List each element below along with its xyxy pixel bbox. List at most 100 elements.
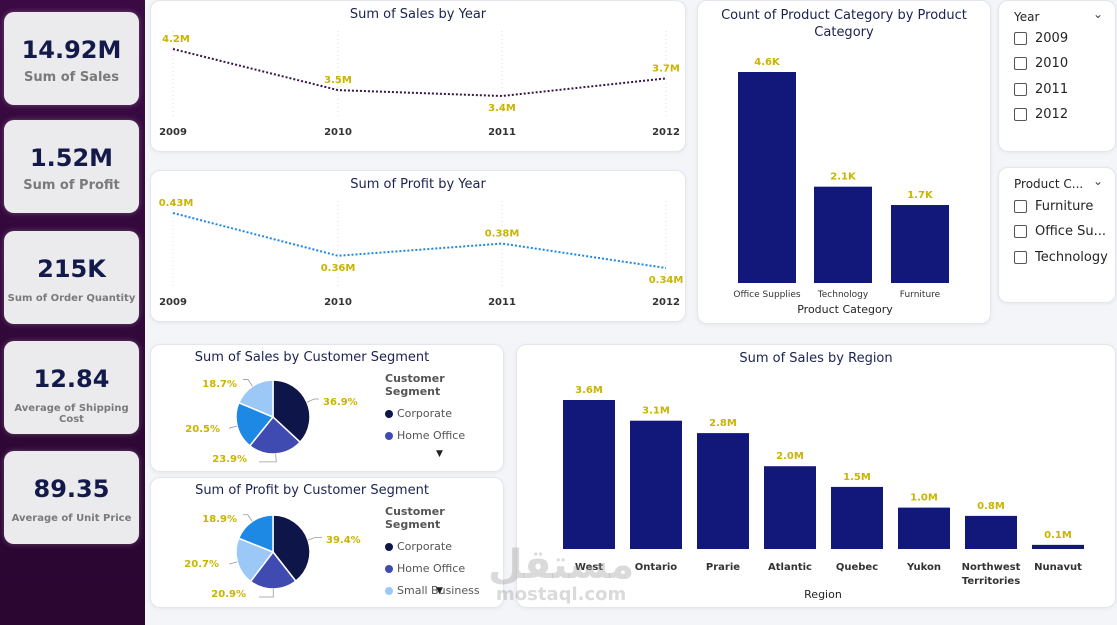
legend-scroll-down-icon[interactable]: ▼ — [436, 586, 443, 596]
data-label: 1.0M — [910, 493, 938, 504]
legend-dot — [385, 564, 393, 573]
bar — [1032, 544, 1084, 549]
left-rail: 14.92M Sum of Sales 1.52M Sum of Profit … — [0, 0, 145, 625]
legend-dot — [385, 542, 393, 551]
checkbox[interactable] — [1014, 83, 1027, 96]
chart-title: Sum of Sales by Customer Segment — [194, 350, 430, 365]
kpi-card-shipping-cost[interactable]: 12.84 Average of Shipping Cost — [4, 341, 139, 434]
legend-item-small-business[interactable]: Small Business — [385, 584, 503, 597]
slicer-option-furniture[interactable]: Furniture — [1014, 199, 1093, 214]
slicer-option-technology[interactable]: Technology — [1014, 250, 1108, 265]
product-category-slicer[interactable]: Product C... ⌄ Furniture Office Su... Te… — [998, 167, 1116, 303]
data-label: 4.6K — [754, 57, 781, 68]
x-tick-label: 2010 — [324, 297, 352, 308]
profit-by-segment-card[interactable]: Sum of Profit by Customer Segment 39.4% 2… — [150, 477, 504, 608]
bar — [898, 507, 950, 549]
data-label: 2.0M — [776, 451, 804, 462]
slicer-option-2011[interactable]: 2011 — [1014, 82, 1068, 97]
x-tick-label: Quebec — [836, 562, 878, 573]
profit-by-year-card[interactable]: Sum of Profit by Year 2009 2010 2011 2012 0.… — [150, 170, 686, 322]
legend-item-home-office[interactable]: Home Office — [385, 429, 503, 442]
bar — [891, 205, 949, 283]
checkbox[interactable] — [1014, 200, 1027, 213]
bar — [697, 433, 749, 549]
bar — [831, 486, 883, 549]
leader-line — [243, 514, 253, 522]
x-tick-label: Northwest — [962, 562, 1021, 573]
kpi-label: Sum of Sales — [24, 70, 119, 85]
year-slicer[interactable]: Year ⌄ 2009 2010 2011 2012 — [998, 0, 1116, 152]
x-tick-label: Office Supplies — [733, 290, 801, 300]
x-tick-label: Yukon — [906, 562, 941, 573]
bar — [563, 400, 615, 549]
data-label: 2.8M — [709, 418, 737, 429]
data-label: 1.7K — [907, 190, 934, 201]
sales-by-segment-pie: 36.9% 23.9% 20.5% 18.7% — [185, 379, 358, 465]
leader-line — [229, 425, 238, 429]
pie-slice — [237, 379, 274, 419]
x-tick-label: Prarie — [706, 562, 740, 573]
kpi-label: Sum of Profit — [23, 178, 120, 193]
legend-label: Home Office — [397, 429, 466, 442]
profit-by-segment-pie: 39.4% 20.9% 20.7% 18.9% — [184, 514, 360, 600]
data-label: 20.7% — [184, 559, 219, 570]
x-tick-label: Technology — [817, 290, 869, 300]
legend-item-corporate[interactable]: Corporate — [385, 407, 503, 420]
x-tick-label: Atlantic — [768, 562, 812, 573]
kpi-card-unit-price[interactable]: 89.35 Average of Unit Price — [4, 451, 139, 544]
slicer-option-2010[interactable]: 2010 — [1014, 56, 1068, 71]
checkbox[interactable] — [1014, 57, 1027, 70]
chevron-down-icon[interactable]: ⌄ — [1092, 7, 1103, 21]
leader-line — [306, 398, 319, 403]
legend-label: Corporate — [397, 540, 452, 553]
option-label: Furniture — [1035, 199, 1094, 214]
kpi-card-sales[interactable]: 14.92M Sum of Sales — [4, 12, 139, 105]
option-label: 2011 — [1035, 82, 1069, 97]
kpi-value: 14.92M — [21, 36, 122, 64]
legend-title: Customer Segment — [385, 372, 445, 398]
chevron-down-icon[interactable]: ⌄ — [1092, 174, 1103, 188]
kpi-value: 1.52M — [29, 144, 114, 172]
category-count-card[interactable]: Count of Product Category by Product Cat… — [697, 0, 991, 324]
legend-item-home-office[interactable]: Home Office — [385, 562, 503, 575]
leader-line — [243, 379, 253, 387]
watermark-arabic: مستقل — [488, 542, 635, 588]
kpi-label: Sum of Order Quantity — [7, 293, 136, 304]
sales-by-segment-card[interactable]: Sum of Sales by Customer Segment 36.9% 23… — [150, 344, 504, 472]
bar — [764, 466, 816, 549]
legend-item-corporate[interactable]: Corporate — [385, 540, 503, 553]
slicer-option-2009[interactable]: 2009 — [1014, 31, 1068, 46]
checkbox[interactable] — [1014, 225, 1027, 238]
x-tick-label: 2011 — [488, 297, 516, 308]
data-label: 0.38M — [485, 229, 520, 240]
data-label: 36.9% — [323, 397, 358, 408]
data-label: 0.1M — [1044, 530, 1072, 541]
leader-line — [259, 588, 274, 598]
legend-scroll-down-icon[interactable]: ▼ — [436, 449, 443, 459]
x-tick-label: 2009 — [159, 127, 187, 138]
checkbox[interactable] — [1014, 108, 1027, 121]
kpi-value: 89.35 — [33, 475, 110, 503]
data-label: 0.34M — [649, 275, 684, 286]
sales-by-year-card[interactable]: Sum of Sales by Year 2009 2010 2011 2012 4.2… — [150, 0, 686, 152]
option-label: 2009 — [1035, 31, 1069, 46]
data-label: 20.9% — [211, 589, 246, 600]
checkbox[interactable] — [1014, 251, 1027, 264]
data-label: 23.9% — [212, 454, 247, 465]
slicer-option-2012[interactable]: 2012 — [1014, 107, 1068, 122]
kpi-card-order-quantity[interactable]: 215K Sum of Order Quantity — [4, 231, 139, 324]
sales-by-region-card[interactable]: Sum of Sales by Region 3.6M West 3.1M Ontar… — [516, 344, 1116, 608]
option-label: Technology — [1035, 250, 1108, 265]
pie-slice — [272, 514, 311, 583]
slicer-title: Product C... — [1014, 177, 1084, 191]
data-label: 18.7% — [202, 379, 237, 390]
chart-title: Sum of Sales by Region — [739, 351, 893, 366]
legend: Customer Segment Corporate Home Office S… — [385, 505, 503, 597]
checkbox[interactable] — [1014, 32, 1027, 45]
kpi-card-profit[interactable]: 1.52M Sum of Profit — [4, 120, 139, 213]
legend: Customer Segment Corporate Home Office — [385, 372, 503, 442]
data-label: 20.5% — [185, 424, 220, 435]
x-tick-label: Nunavut — [1034, 562, 1082, 573]
pie-slice — [248, 415, 302, 455]
slicer-option-office-supplies[interactable]: Office Su... — [1014, 224, 1106, 239]
